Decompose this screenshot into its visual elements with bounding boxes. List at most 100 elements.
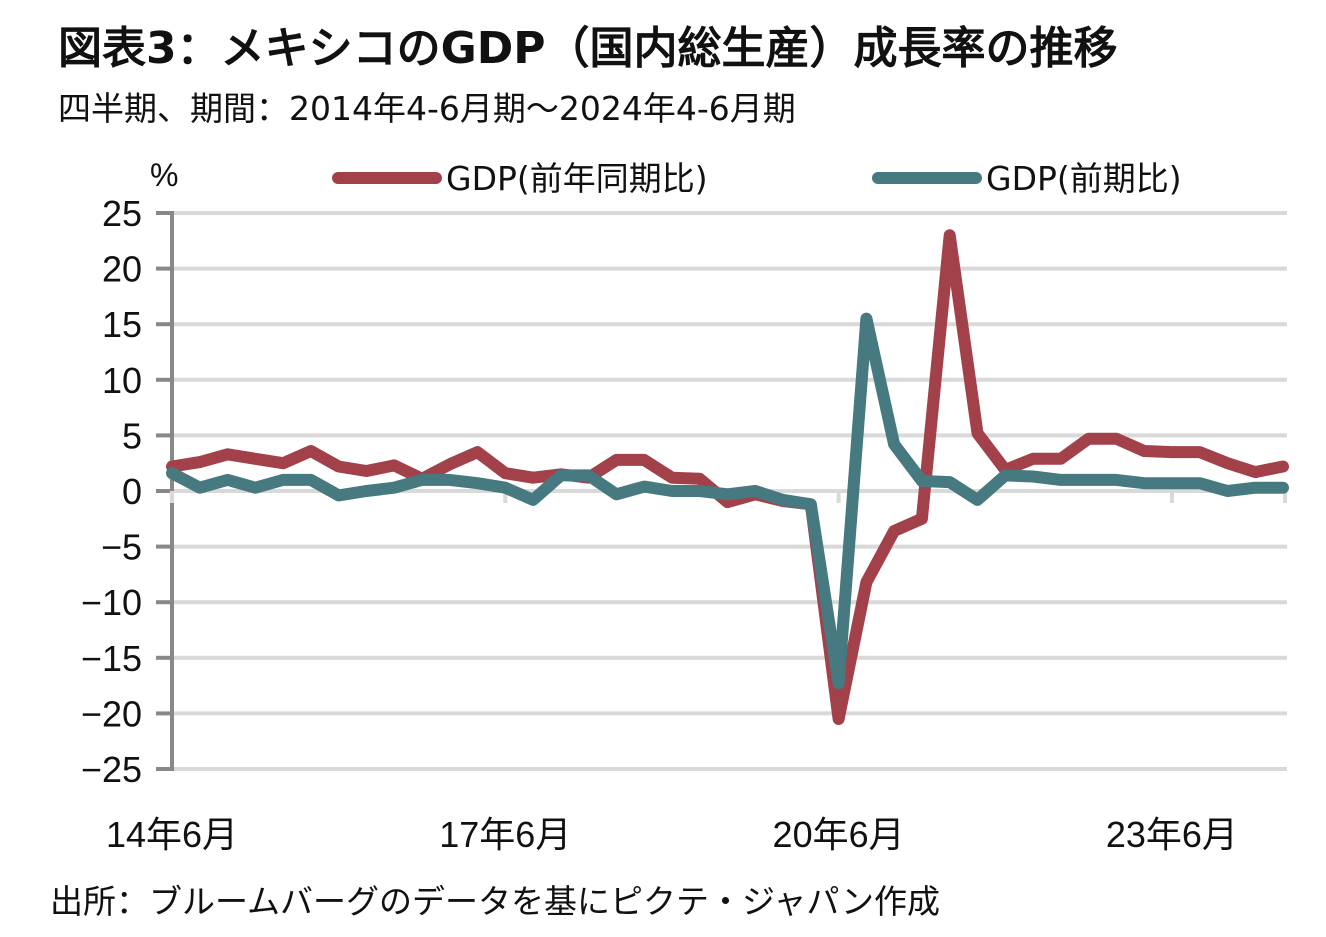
- data-point-qoq: [254, 487, 256, 489]
- data-point-qoq: [421, 479, 423, 481]
- data-point-qoq: [227, 479, 229, 481]
- legend-label-yoy: GDP(前年同期比): [446, 159, 708, 198]
- data-point-yoy: [1115, 438, 1117, 440]
- data-point-qoq: [865, 318, 867, 320]
- data-point-yoy: [865, 581, 867, 583]
- data-point-yoy: [393, 464, 395, 466]
- data-point-yoy: [171, 466, 173, 467]
- data-point-yoy: [1282, 466, 1284, 467]
- data-point-yoy: [949, 234, 951, 236]
- data-point-yoy: [727, 501, 728, 503]
- data-point-qoq: [727, 493, 728, 495]
- y-tick-label: −10: [81, 582, 142, 623]
- y-tick-label: 10: [102, 360, 142, 401]
- data-point-yoy: [699, 478, 701, 480]
- data-point-yoy: [838, 718, 840, 720]
- data-point-qoq: [810, 503, 812, 505]
- data-point-yoy: [310, 450, 312, 452]
- data-point-qoq: [477, 482, 478, 484]
- data-point-yoy: [1171, 451, 1173, 453]
- data-point-qoq: [782, 499, 784, 501]
- data-point-yoy: [449, 463, 451, 465]
- x-tick-label: 20年6月: [773, 814, 905, 855]
- data-point-yoy: [921, 518, 923, 520]
- data-point-yoy: [1227, 462, 1228, 464]
- data-point-qoq: [1115, 479, 1117, 481]
- series-lines: [166, 229, 1289, 725]
- y-axis-unit-label: %: [150, 157, 178, 193]
- data-point-yoy: [1088, 438, 1090, 440]
- data-point-qoq: [1088, 479, 1090, 481]
- data-point-qoq: [1254, 487, 1256, 489]
- data-point-qoq: [393, 487, 395, 489]
- y-tick-label: 0: [122, 471, 142, 512]
- data-point-yoy: [1254, 471, 1256, 473]
- data-point-yoy: [199, 461, 201, 463]
- data-point-qoq: [1032, 476, 1034, 477]
- data-point-yoy: [893, 530, 895, 532]
- x-tick-label: 14年6月: [106, 814, 238, 855]
- data-point-qoq: [699, 490, 701, 492]
- x-tick-label: 23年6月: [1106, 814, 1238, 855]
- data-point-qoq: [199, 487, 201, 489]
- data-point-qoq: [365, 490, 367, 492]
- tick-labels: 25 20 15 10 5 0 −5 −10 −15 −20 −25 14年6月 17年6月 20年6月 2…: [81, 193, 1238, 855]
- data-point-yoy: [282, 462, 284, 464]
- y-tick-label: −20: [81, 693, 142, 734]
- data-point-qoq: [643, 486, 645, 488]
- data-point-qoq: [171, 472, 173, 474]
- data-point-qoq: [588, 474, 590, 476]
- y-tick-label: 25: [102, 193, 142, 234]
- axes: [156, 211, 1287, 771]
- data-point-qoq: [893, 443, 895, 445]
- y-tick-label: −5: [101, 527, 142, 568]
- data-point-qoq: [560, 474, 562, 476]
- data-point-yoy: [477, 451, 478, 453]
- data-point-qoq: [1171, 482, 1173, 484]
- data-point-qoq: [949, 481, 951, 483]
- data-point-yoy: [254, 458, 256, 460]
- data-point-yoy: [1199, 451, 1201, 453]
- data-point-yoy: [615, 459, 617, 461]
- data-point-yoy: [1060, 458, 1062, 460]
- data-point-qoq: [1060, 479, 1062, 481]
- data-point-yoy: [671, 477, 673, 479]
- data-point-qoq: [838, 682, 840, 684]
- data-point-qoq: [921, 480, 923, 482]
- data-point-qoq: [1227, 490, 1228, 492]
- data-point-qoq: [504, 487, 506, 489]
- data-point-qoq: [532, 499, 534, 501]
- data-point-yoy: [1143, 450, 1145, 452]
- data-point-yoy: [1032, 458, 1034, 460]
- data-point-qoq: [310, 479, 312, 481]
- data-point-qoq: [1143, 482, 1145, 484]
- data-point-yoy: [227, 453, 229, 455]
- data-point-qoq: [449, 479, 451, 481]
- chart-subtitle: 四半期、期間：2014年4-6月期～2024年4-6月期: [58, 89, 796, 128]
- y-tick-label: 20: [102, 249, 142, 290]
- data-point-qoq: [671, 490, 673, 492]
- y-tick-label: −25: [81, 749, 142, 790]
- x-tick-label: 17年6月: [439, 814, 571, 855]
- source-note: 出所：ブルームバーグのデータを基にピクテ・ジャパン作成: [50, 882, 941, 921]
- data-point-qoq: [338, 494, 340, 496]
- data-point-yoy: [365, 470, 367, 472]
- y-tick-label: 5: [122, 415, 142, 456]
- data-point-qoq: [1199, 482, 1201, 484]
- data-point-qoq: [1282, 487, 1284, 489]
- data-point-qoq: [282, 479, 284, 481]
- data-point-yoy: [977, 432, 978, 434]
- data-point-yoy: [643, 459, 645, 461]
- data-point-yoy: [532, 477, 534, 479]
- data-point-qoq: [754, 490, 756, 492]
- legend-label-qoq: GDP(前期比): [986, 159, 1182, 198]
- y-tick-label: −15: [81, 638, 142, 679]
- data-point-qoq: [615, 493, 617, 495]
- data-point-qoq: [977, 499, 978, 501]
- data-point-qoq: [1004, 474, 1006, 476]
- y-tick-label: 15: [102, 304, 142, 345]
- chart-title: 図表3：メキシコのGDP（国内総生産）成長率の推移: [58, 23, 1118, 74]
- data-point-yoy: [504, 472, 506, 474]
- legend: GDP(前年同期比) GDP(前期比): [332, 159, 1182, 198]
